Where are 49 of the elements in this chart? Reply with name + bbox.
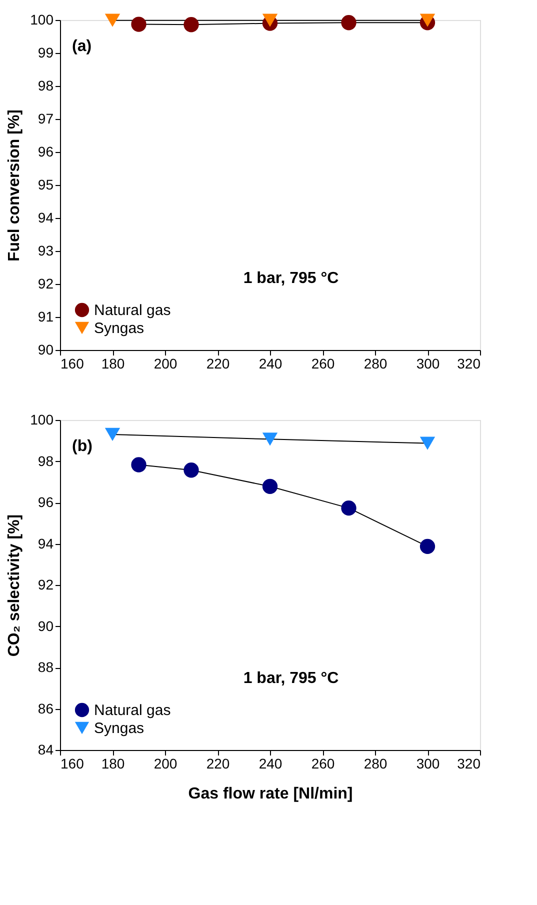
y-tick-label: 88 (38, 659, 54, 675)
x-tick-label: 300 (416, 756, 440, 772)
annotation: 1 bar, 795 °C (243, 670, 340, 687)
annotation: 1 bar, 795 °C (243, 270, 340, 287)
annotation: (b) (72, 438, 92, 455)
x-tick-label: 260 (311, 356, 335, 372)
y-tick-label: 90 (38, 618, 54, 634)
x-tick-label: 180 (101, 756, 125, 772)
y-tick-label: 96 (38, 144, 54, 160)
y-tick-label: 97 (38, 110, 54, 126)
legend-label: Syngas (94, 720, 144, 737)
x-tick-label: 280 (364, 356, 388, 372)
x-tick-label: 300 (416, 356, 440, 372)
x-tick-label: 260 (311, 756, 335, 772)
y-tick-label: 86 (38, 700, 54, 716)
x-tick-label: 200 (154, 356, 178, 372)
y-tick-label: 98 (38, 452, 54, 469)
y-tick-label: 100 (30, 12, 54, 28)
y-tick-label: 98 (38, 78, 54, 94)
y-tick-label: 94 (38, 535, 54, 552)
x-axis-title: Gas flow rate [Nl/min] (188, 786, 353, 802)
y-tick-label: 93 (38, 242, 54, 258)
y-tick-label: 92 (38, 276, 54, 292)
annotation: (a) (72, 38, 92, 55)
x-tick-label: 280 (364, 756, 388, 772)
y-tick-label: 100 (30, 412, 54, 428)
legend-label: Natural gas (94, 702, 171, 719)
x-tick-label: 180 (101, 356, 125, 372)
x-tick-label: 240 (258, 356, 282, 372)
x-tick-label: 220 (206, 756, 230, 772)
x-tick-label: 200 (154, 756, 178, 772)
legend-label: Syngas (94, 320, 144, 337)
x-tick-label: 160 (60, 356, 84, 372)
y-tick-label: 94 (38, 210, 54, 226)
y-tick-label: 99 (38, 44, 54, 60)
y-tick-label: 92 (38, 576, 54, 592)
x-tick-label: 320 (457, 756, 481, 772)
x-tick-label: 220 (206, 356, 230, 372)
y-axis-title: CO₂ selectivity [%] (6, 514, 24, 657)
x-tick-label: 320 (457, 356, 481, 372)
x-tick-label: 160 (60, 756, 84, 772)
y-tick-label: 91 (38, 308, 54, 324)
y-tick-label: 96 (38, 494, 54, 510)
y-tick-label: 84 (38, 742, 54, 758)
legend-label: Natural gas (94, 302, 171, 319)
y-tick-label: 95 (38, 176, 54, 192)
y-tick-label: 90 (38, 342, 54, 358)
y-axis-title: Fuel conversion [%] (6, 109, 24, 262)
x-tick-label: 240 (258, 756, 282, 772)
